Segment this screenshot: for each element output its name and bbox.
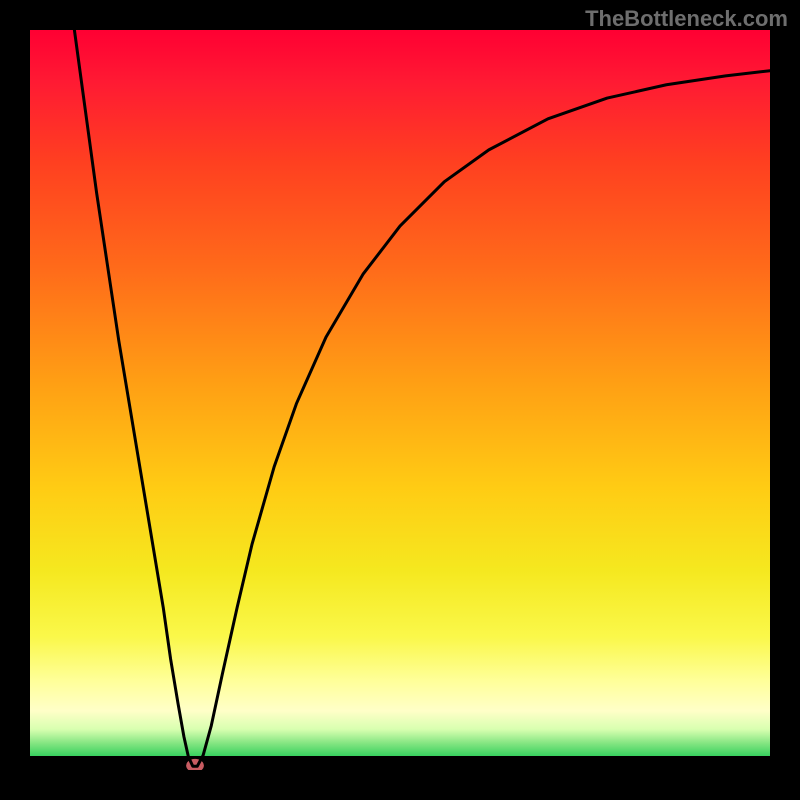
bottleneck-curve xyxy=(74,30,770,766)
bottleneck-curve-chart xyxy=(30,30,770,770)
chart-frame: TheBottleneck.com xyxy=(0,0,800,800)
watermark-text: TheBottleneck.com xyxy=(585,6,788,32)
plot-area xyxy=(30,30,770,770)
